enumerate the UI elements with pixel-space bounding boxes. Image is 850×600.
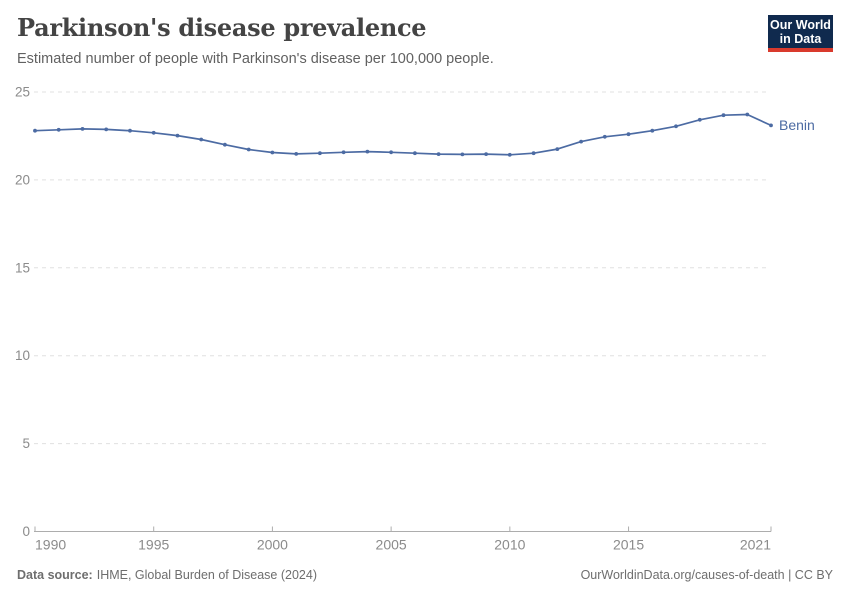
data-point: [199, 137, 204, 142]
owid-logo-line2: in Data: [779, 31, 822, 46]
x-tick-label: 2015: [613, 537, 644, 553]
data-point: [80, 126, 85, 131]
y-tick-label: 25: [15, 85, 30, 100]
x-tick-label: 2010: [494, 537, 525, 553]
trend-line: [34, 113, 772, 156]
data-point: [436, 152, 441, 157]
x-tick-label: 2000: [257, 537, 288, 553]
data-point: [294, 152, 299, 156]
data-point: [697, 117, 702, 122]
data-point: [626, 132, 631, 137]
data-point: [531, 151, 536, 156]
data-point: [151, 130, 156, 135]
y-tick-label: 5: [22, 436, 30, 451]
data-point: [721, 113, 726, 118]
data-point: [270, 150, 275, 155]
data-point: [318, 151, 322, 156]
x-tick-label: 2005: [376, 537, 407, 553]
page-title: Parkinson's disease prevalence: [17, 13, 427, 42]
data-point: [341, 150, 346, 155]
y-tick-label: 15: [15, 260, 30, 275]
footer: Data source: IHME, Global Burden of Disea…: [17, 568, 833, 582]
x-tick-label: 2021: [740, 537, 771, 553]
y-tick-label: 0: [22, 524, 30, 539]
series-label-benin[interactable]: Benin: [779, 117, 815, 133]
owid-logo[interactable]: Our World in Data: [768, 15, 833, 52]
owid-logo-line1: Our World: [770, 17, 831, 32]
x-tick-label: 1990: [35, 537, 66, 553]
y-tick-label: 10: [15, 348, 30, 363]
data-point: [674, 124, 678, 129]
data-point: [769, 123, 773, 128]
data-point: [484, 152, 488, 157]
data-point: [33, 128, 37, 133]
data-point: [128, 128, 132, 133]
data-point: [413, 151, 417, 156]
data-point: [460, 152, 465, 157]
data-point: [650, 128, 655, 133]
y-tick-label: 20: [15, 172, 30, 187]
data-point: [579, 139, 583, 144]
data-source-label: Data source:: [17, 568, 93, 582]
data-point: [389, 150, 393, 155]
data-point: [745, 112, 750, 117]
data-point: [56, 127, 61, 132]
attribution-link[interactable]: OurWorldinData.org/causes-of-death | CC …: [580, 568, 833, 582]
data-point: [555, 147, 560, 152]
x-tick-label: 1995: [138, 537, 169, 553]
data-point: [602, 134, 607, 139]
page-subtitle: Estimated number of people with Parkinso…: [17, 51, 494, 67]
data-point: [365, 149, 370, 154]
data-point: [104, 127, 109, 132]
data-source-text: Data source: IHME, Global Burden of Disea…: [17, 568, 317, 582]
data-point: [507, 152, 512, 157]
data-point: [246, 147, 251, 152]
data-source-value: IHME, Global Burden of Disease (2024): [96, 568, 317, 582]
data-point: [175, 133, 180, 138]
data-point: [223, 142, 227, 147]
